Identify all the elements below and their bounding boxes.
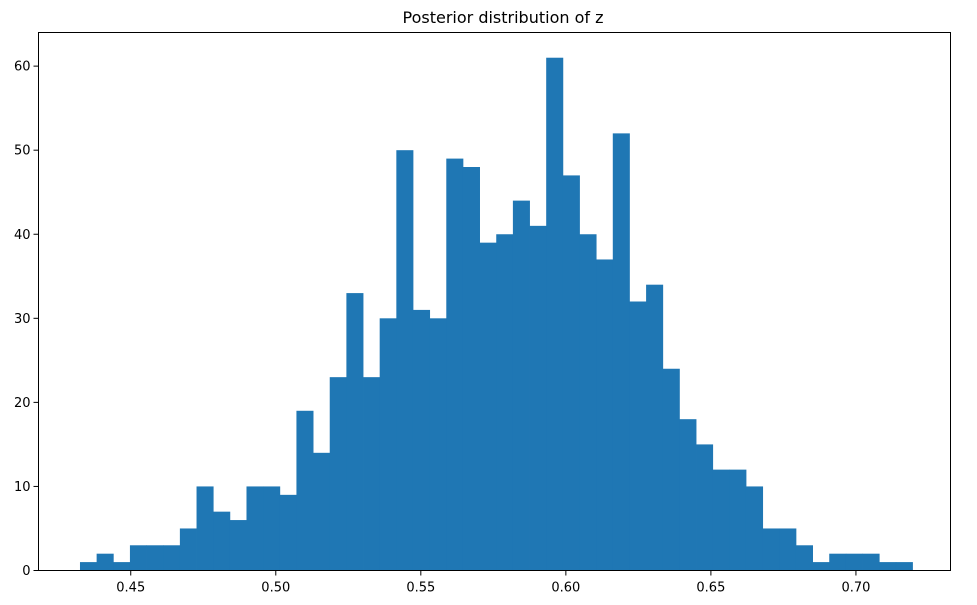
histogram-bar	[462, 167, 480, 571]
histogram-bar	[96, 553, 114, 571]
histogram-bar	[596, 259, 614, 571]
x-tick-label: 0.70	[841, 581, 870, 596]
histogram-bar	[246, 486, 264, 571]
x-tick-label: 0.65	[696, 581, 725, 596]
histogram-bar	[795, 545, 813, 571]
chart-title: Posterior distribution of z	[403, 8, 604, 27]
histogram-bar	[845, 553, 863, 571]
histogram-bar	[479, 242, 497, 571]
histogram-bar	[263, 486, 281, 571]
histogram-bar	[296, 410, 314, 571]
histogram-bar	[496, 234, 514, 571]
histogram-bar	[346, 293, 364, 571]
histogram-bar	[629, 301, 647, 571]
histogram-bar	[196, 486, 214, 571]
histogram-bar	[679, 419, 697, 571]
histogram-bar	[163, 545, 181, 571]
histogram-bar	[313, 452, 331, 571]
histogram-bar	[879, 562, 897, 571]
histogram-bar	[546, 57, 564, 571]
histogram-bar	[712, 469, 730, 571]
histogram-bar	[129, 545, 147, 571]
histogram-bar	[363, 377, 381, 571]
x-axis-ticks: 0.45 0.50 0.55 0.60 0.65 0.70	[116, 570, 870, 596]
histogram-bar	[579, 234, 597, 571]
histogram-bar	[429, 318, 447, 571]
y-tick-label: 20	[14, 396, 31, 411]
histogram-bar	[79, 562, 98, 571]
y-tick-label: 30	[14, 312, 31, 327]
histogram-bar	[696, 444, 714, 571]
histogram-bar	[745, 486, 764, 571]
bars-group	[79, 57, 913, 571]
histogram-bar	[379, 318, 397, 571]
histogram-bar	[412, 309, 431, 571]
x-tick-label: 0.55	[406, 581, 435, 596]
histogram-bar	[612, 133, 630, 571]
histogram-bar	[662, 368, 680, 571]
x-tick-label: 0.60	[551, 581, 580, 596]
histogram-bar	[179, 528, 197, 571]
histogram-bar	[446, 158, 464, 571]
histogram-bar	[213, 511, 231, 571]
histogram-bar	[646, 284, 664, 571]
histogram-bar	[279, 494, 297, 571]
histogram-bar	[812, 562, 830, 571]
histogram-bar	[113, 562, 131, 571]
histogram-bar	[146, 545, 164, 571]
histogram-bar	[829, 553, 847, 571]
y-tick-label: 60	[14, 60, 31, 75]
histogram-bar	[229, 520, 247, 571]
histogram-bar	[329, 377, 347, 571]
histogram-bar	[762, 528, 780, 571]
plot-frame	[38, 32, 951, 571]
y-axis-ticks: 0 10 20 30 40 50 60	[14, 60, 39, 579]
histogram-bar	[529, 225, 547, 571]
histogram-bar	[779, 528, 797, 571]
histogram-bar	[396, 150, 414, 571]
y-tick-label: 50	[14, 144, 31, 159]
y-tick-label: 40	[14, 228, 31, 243]
x-tick-label: 0.50	[261, 581, 290, 596]
histogram-bar	[862, 553, 880, 571]
histogram-bar	[562, 175, 580, 571]
histogram-bar	[512, 200, 530, 571]
histogram-bar	[729, 469, 747, 571]
y-tick-label: 10	[14, 480, 31, 495]
y-tick-label: 0	[22, 564, 30, 579]
x-tick-label: 0.45	[116, 581, 145, 596]
histogram-bar	[895, 562, 913, 571]
